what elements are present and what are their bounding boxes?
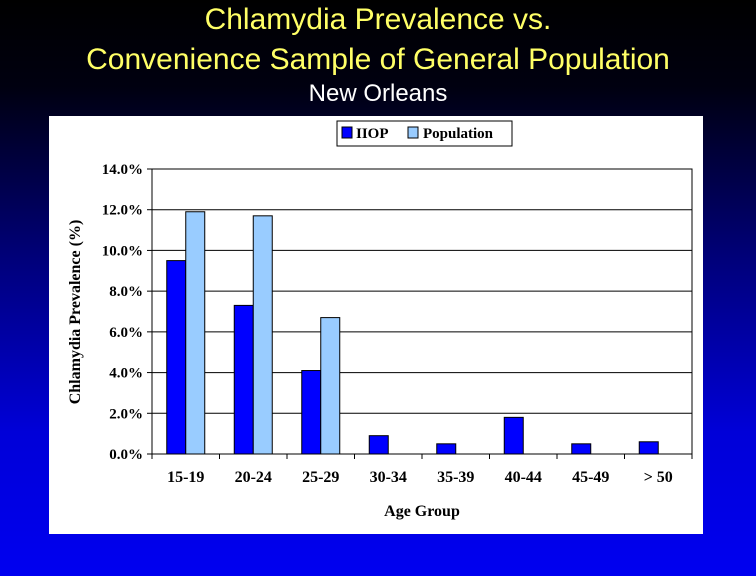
x-tick-label: 45-49 [572,469,609,486]
bar-chart: 0.0% 2.0% 4.0% 6.0% 8.0% 10.0% 12.0% 14.0% 15-1… [67,120,693,520]
bar-population-2529 [320,317,341,455]
x-axis-ticks: 15-19 20-24 25-29 30-34 35-39 40-44 45-49 > 50 [151,454,693,486]
chart-panel: 0.0% 2.0% 4.0% 6.0% 8.0% 10.0% 12.0% 14.0% 15-1… [49,116,703,534]
y-tick-label: 14.0% [102,162,143,178]
bar-iiop-2529 [301,370,322,455]
x-tick-label: 30-34 [370,469,407,486]
x-tick-label: 15-19 [167,469,204,486]
x-tick-label: > 50 [644,469,673,486]
y-tick-label: 2.0% [109,406,143,422]
bar-iiop-3034 [368,435,389,455]
legend-swatch-iiop [341,126,353,139]
x-tick-label: 20-24 [235,469,272,486]
legend-label-iiop: IIOP [356,126,389,142]
plot-area [151,168,693,455]
slide-title-line-1: Chlamydia Prevalence vs. [204,3,552,36]
bar-iiop-50 [638,441,659,455]
y-tick-label: 4.0% [109,366,143,382]
legend: IIOP Population [336,120,513,147]
slide-subtitle: New Orleans [308,80,448,107]
y-tick-label: 10.0% [102,243,143,259]
bar-population-2024 [252,215,273,455]
bar-population-1519 [185,211,206,455]
x-axis-label: Age Group [384,503,460,520]
y-tick-label: 12.0% [102,203,143,219]
x-tick-label: 35-39 [437,469,474,486]
slide-title-line-2: Convenience Sample of General Population [86,43,670,76]
x-tick-label: 25-29 [302,469,339,486]
bar-iiop-4549 [571,443,592,455]
bar-iiop-1519 [166,260,187,455]
x-tick-label: 40-44 [505,469,542,486]
y-tick-label: 6.0% [109,325,143,341]
bar-iiop-2024 [233,304,254,455]
y-tick-label: 0.0% [109,447,143,463]
bars [166,211,659,455]
y-axis-ticks: 0.0% 2.0% 4.0% 6.0% 8.0% 10.0% 12.0% 14.0% [102,162,152,463]
bar-iiop-4044 [503,416,524,455]
legend-box [336,120,513,147]
y-axis-label: Chlamydia Prevalence (%) [67,220,84,405]
y-tick-label: 8.0% [109,284,143,300]
legend-label-population: Population [423,126,494,142]
legend-swatch-population [407,126,419,139]
bar-iiop-3539 [436,443,457,455]
